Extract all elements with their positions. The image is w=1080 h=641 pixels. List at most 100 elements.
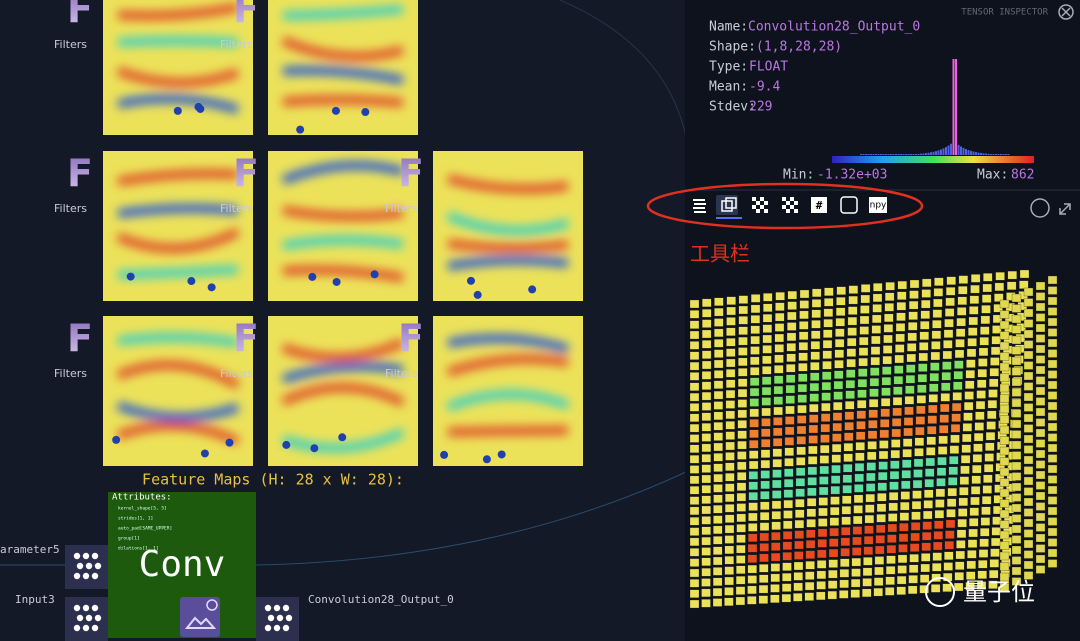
feature-map[interactable]: [433, 316, 583, 466]
voxel: [820, 444, 830, 454]
voxel: [1007, 270, 1017, 280]
feature-map[interactable]: [268, 316, 418, 466]
voxel: [748, 523, 758, 532]
voxel: [701, 505, 711, 515]
voxel: [795, 509, 805, 518]
voxel: [713, 432, 723, 441]
voxel: [920, 563, 930, 573]
voxel: [843, 443, 854, 452]
feature-map[interactable]: [103, 316, 253, 466]
voxel: [774, 354, 784, 363]
voxel: [902, 459, 912, 468]
voxel: [784, 437, 795, 446]
voxel: [713, 515, 723, 524]
tensor-port[interactable]: [65, 545, 108, 589]
voxel: [898, 533, 909, 542]
voxel: [736, 565, 746, 574]
histogram-bar: [992, 154, 995, 155]
voxel: [927, 426, 937, 435]
voxel: [713, 484, 723, 493]
expand-button[interactable]: [1059, 203, 1071, 215]
voxel: [881, 377, 892, 386]
filter-label: Filters: [385, 367, 418, 380]
voxel: [920, 321, 930, 330]
voxel: [771, 532, 781, 541]
voxel: [702, 298, 712, 308]
voxel: [762, 355, 772, 365]
voxel: [1023, 497, 1034, 507]
voxel: [689, 299, 700, 309]
stroke: [447, 333, 570, 354]
voxel: [823, 319, 833, 328]
port-dot: [73, 624, 81, 632]
voxel: [873, 577, 884, 586]
voxel: [750, 315, 761, 324]
dot: [466, 276, 475, 285]
voxel: [893, 386, 903, 395]
histogram-bar: [925, 153, 927, 155]
port-dot: [82, 572, 90, 580]
stroke: [281, 428, 405, 453]
voxel: [868, 420, 878, 429]
voxel: [840, 537, 851, 546]
voxel: [773, 375, 784, 384]
voxel: [713, 536, 723, 545]
voxel: [819, 476, 829, 485]
voxel: [925, 457, 935, 467]
voxel: [828, 559, 838, 568]
stroke: [446, 174, 569, 194]
voxel: [701, 381, 712, 390]
voxel: [795, 478, 806, 487]
voxel: [944, 551, 954, 560]
voxel: [866, 472, 876, 482]
feature-map-pattern: [281, 4, 405, 108]
voxel: [999, 341, 1010, 351]
voxel: [713, 473, 723, 483]
voxel: [999, 352, 1010, 361]
voxel: [864, 525, 874, 534]
voxel: [774, 344, 784, 353]
voxel: [848, 295, 858, 305]
voxel: [999, 415, 1010, 424]
colorbar: [832, 156, 1034, 163]
voxel: [943, 562, 953, 571]
voxel: [811, 299, 822, 308]
voxel: [810, 351, 820, 360]
voxel: [737, 472, 747, 481]
voxel: [947, 487, 957, 497]
voxel: [872, 293, 883, 303]
voxel: [805, 561, 815, 570]
voxel: [836, 286, 846, 295]
voxel: [869, 378, 880, 387]
feature-map[interactable]: [103, 151, 253, 301]
field-value: 229: [749, 100, 772, 115]
feature-map[interactable]: [268, 151, 418, 301]
max-value: 862: [1011, 168, 1034, 183]
tensor-port[interactable]: [256, 597, 299, 641]
voxel: [858, 357, 868, 367]
voxel: [915, 426, 925, 436]
voxel: [983, 464, 994, 473]
feature-map[interactable]: [433, 151, 583, 301]
voxel: [877, 482, 887, 491]
port-dot: [73, 552, 81, 560]
voxel: [919, 574, 930, 583]
voxel: [784, 468, 794, 477]
feature-map[interactable]: [103, 0, 253, 135]
voxel: [830, 496, 840, 505]
tensor-port[interactable]: [65, 597, 108, 641]
voxel: [818, 497, 828, 506]
histogram-bar: [995, 154, 997, 155]
voxel: [828, 569, 838, 579]
voxel: [725, 389, 736, 399]
icon-part: [764, 209, 768, 213]
voxel: [736, 544, 746, 554]
feature-map[interactable]: [268, 0, 418, 135]
image-button[interactable]: [180, 597, 220, 637]
voxel: [999, 509, 1010, 519]
close-button[interactable]: [1058, 4, 1074, 20]
histogram-bar: [1002, 154, 1005, 155]
voxel: [999, 467, 1010, 477]
view-button[interactable]: [1030, 198, 1050, 218]
voxel: [761, 407, 771, 417]
